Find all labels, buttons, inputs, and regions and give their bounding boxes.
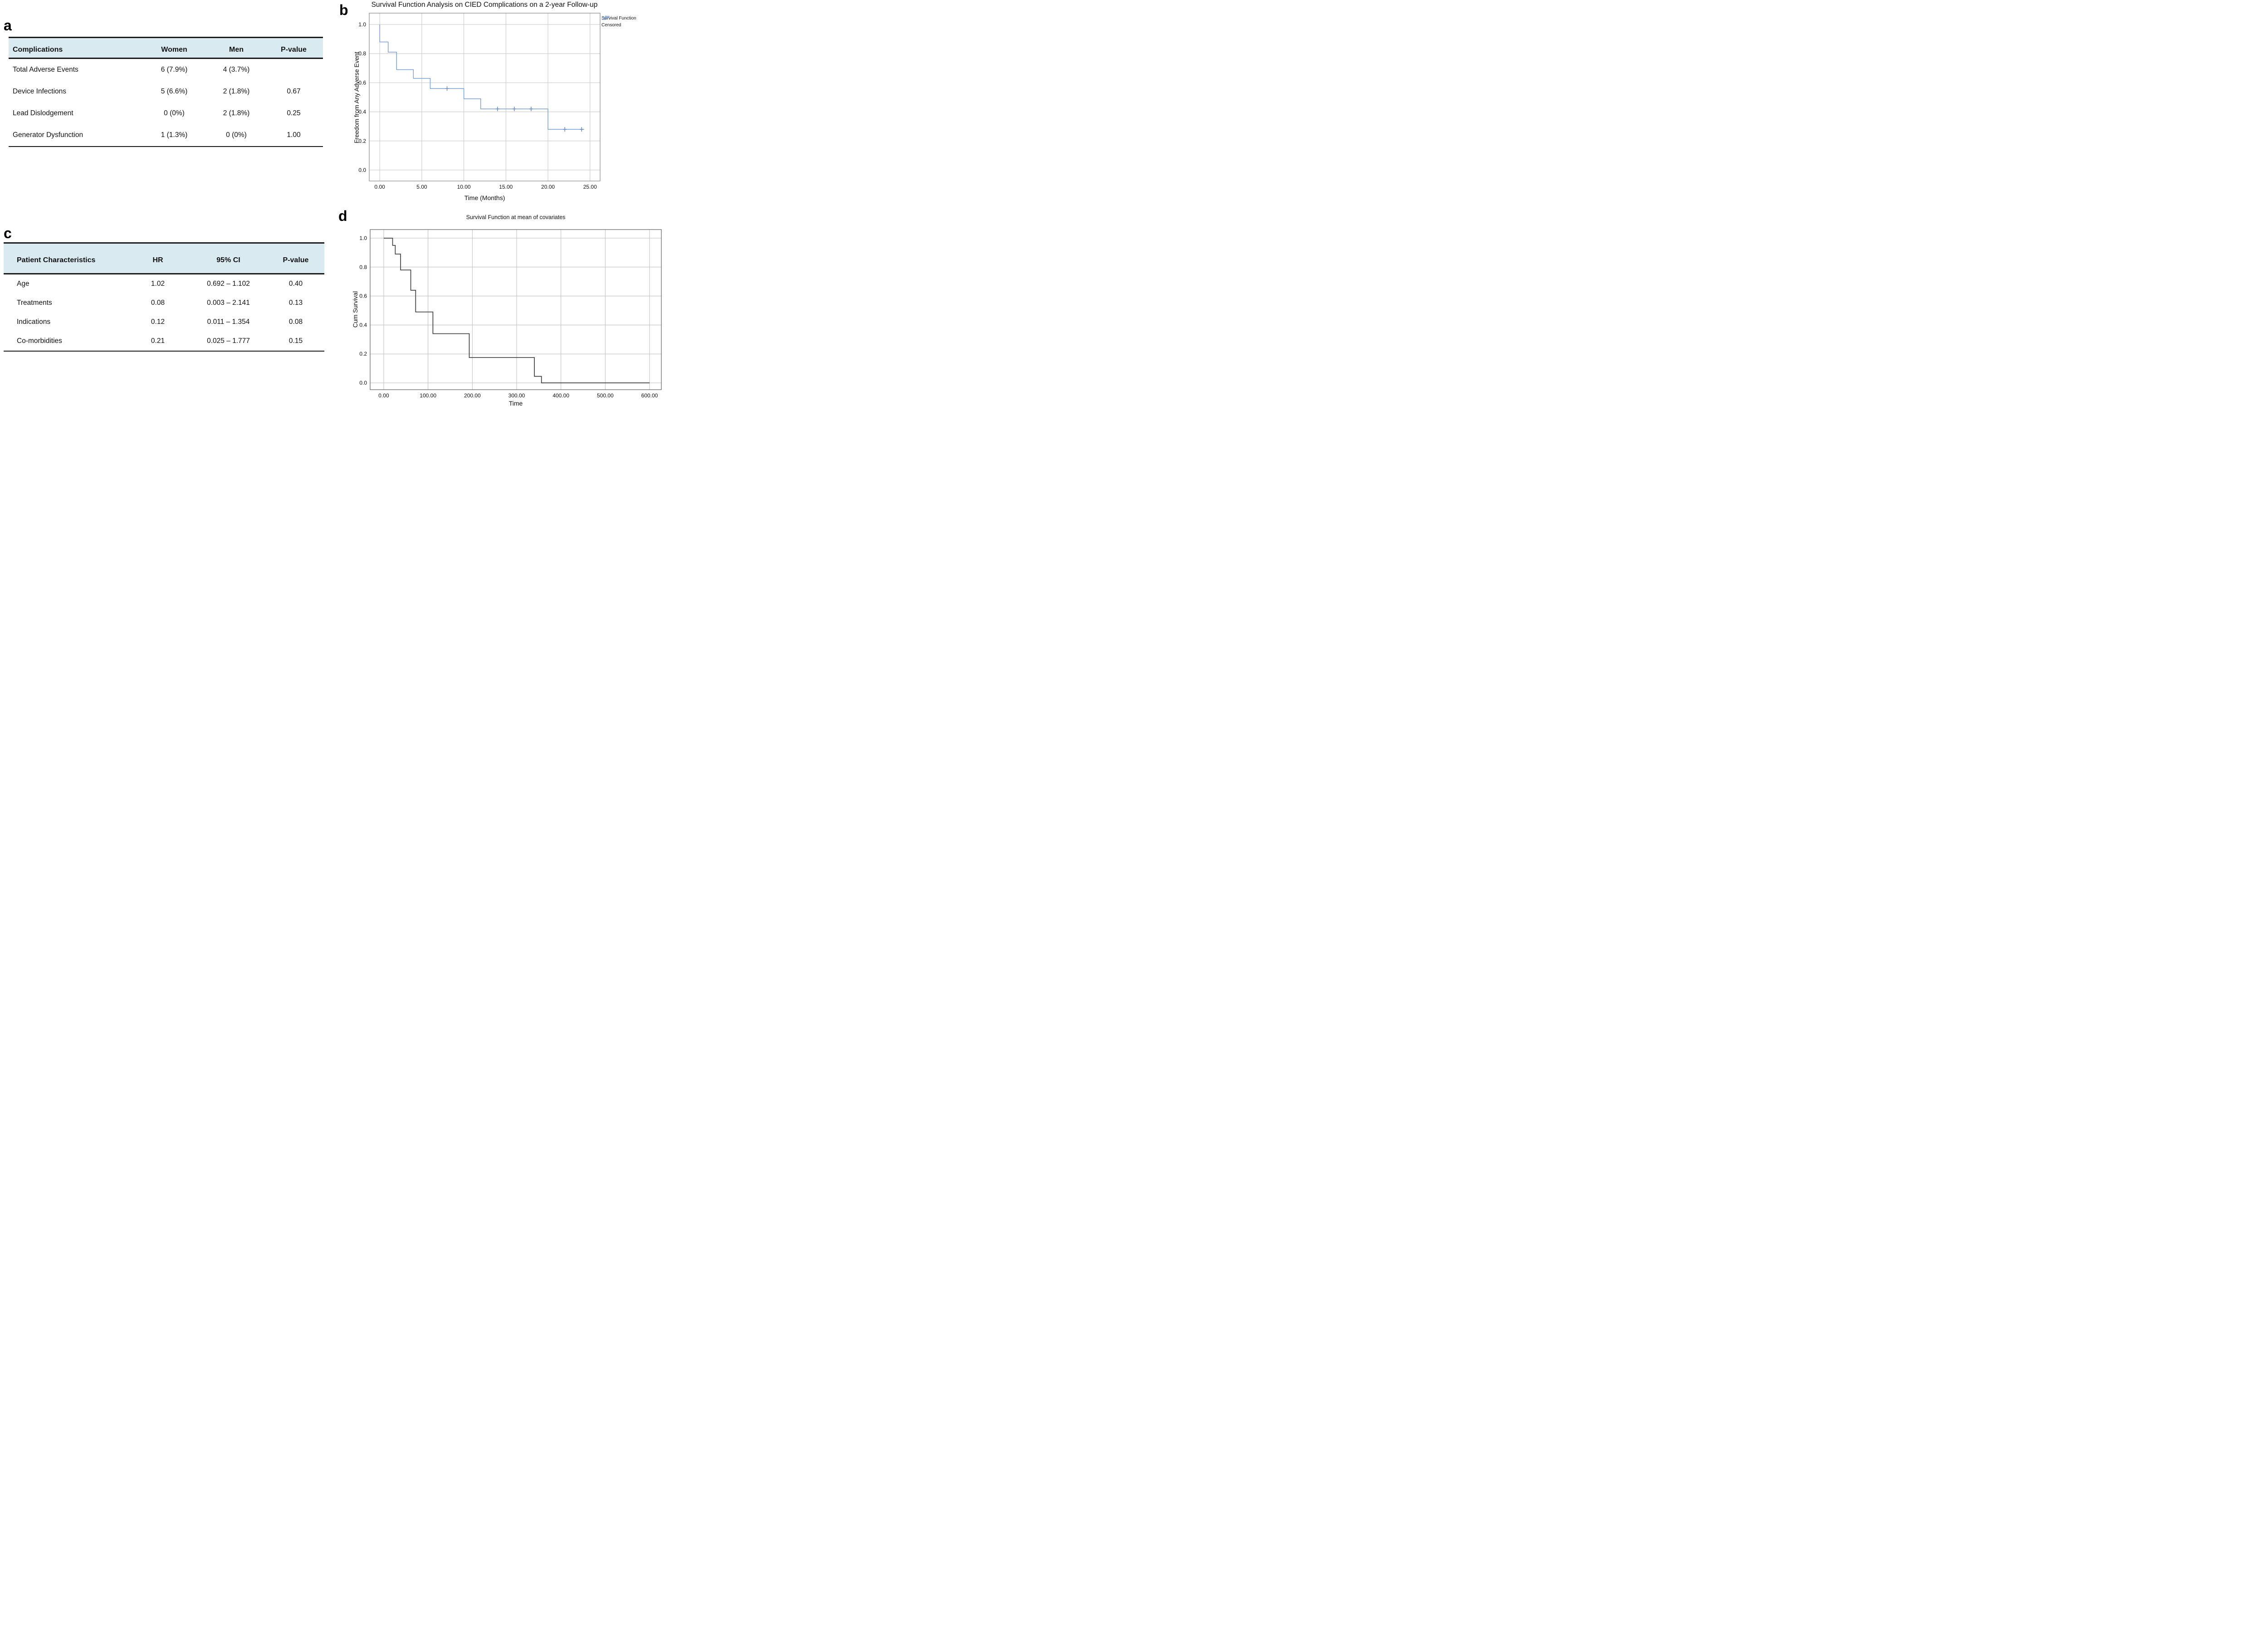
- km-survival-plot: 0.00 5.00 10.00 15.00 20.00 25.00 1.0 0.8 0.6 0.4…: [358, 13, 601, 190]
- figure-canvas: a Complications Women Men P-value Total Adve…: [0, 0, 670, 409]
- x-tick-label: 600.00: [641, 392, 658, 399]
- table-cell: 0.67: [287, 88, 301, 95]
- table-cell: 1.02: [151, 280, 165, 288]
- x-tick-label: 300.00: [508, 392, 525, 399]
- cox-survival-chart: Survival Function at mean of covariates …: [349, 209, 670, 409]
- table-cell: Generator Dysfunction: [13, 131, 83, 139]
- table-cell: 0.08: [151, 299, 165, 307]
- table-cell: 4 (3.7%): [223, 66, 250, 73]
- table-cell: 5 (6.6%): [161, 88, 188, 95]
- legend-label: Survival Function: [601, 15, 636, 21]
- legend-item-censored: Censored: [601, 15, 636, 28]
- table-cell: 1.00: [287, 131, 301, 139]
- y-tick-label: 0.0: [359, 380, 367, 386]
- plot-frame: [369, 13, 601, 181]
- y-tick-label: 0.6: [359, 293, 367, 299]
- table-cell: 0.40: [288, 280, 303, 288]
- table-cell: 0 (0%): [164, 109, 185, 117]
- header-cell: 95% CI: [190, 244, 267, 274]
- y-tick-label: 0.6: [358, 79, 366, 86]
- table-cell: 0.003 – 2.141: [207, 299, 250, 307]
- x-tick-label: 400.00: [552, 392, 569, 399]
- table-cell: 0.13: [288, 299, 303, 307]
- x-tick-label: 25.00: [583, 184, 597, 190]
- table-cell: 0.25: [287, 109, 301, 117]
- x-tick-label: 20.00: [541, 184, 555, 190]
- table-cell: Treatments: [17, 299, 52, 307]
- patient-characteristics-table: Patient Characteristics HR 95% CI P-value Ag…: [4, 242, 324, 352]
- table-cell: Device Infections: [13, 88, 67, 95]
- y-tick-label: 0.8: [358, 50, 366, 57]
- table-cell: 2 (1.8%): [223, 88, 250, 95]
- chart-b-xlabel: Time (Months): [464, 194, 505, 201]
- x-tick-label: 5.00: [416, 184, 427, 190]
- legend-label: Censored: [601, 22, 621, 28]
- x-tick-label: 500.00: [597, 392, 614, 399]
- table-cell: [264, 59, 323, 81]
- header-cell: HR: [126, 244, 190, 274]
- km-survival-chart: Survival Function Analysis on CIED Compl…: [349, 0, 670, 206]
- chart-b-title: Survival Function Analysis on CIED Compl…: [371, 1, 598, 9]
- complications-table: Complications Women Men P-value Total Advers…: [9, 37, 323, 147]
- header-cell: P-value: [264, 38, 323, 59]
- table-cell: 0 (0%): [226, 131, 247, 139]
- y-tick-label: 1.0: [358, 21, 366, 28]
- plot-frame: [370, 229, 662, 390]
- table-cell: Indications: [17, 318, 51, 326]
- table-cell: 0.21: [151, 337, 165, 345]
- x-tick-label: 15.00: [499, 184, 513, 190]
- survival-step-curve: [383, 238, 650, 383]
- header-cell: P-value: [267, 244, 324, 274]
- y-tick-label: 1.0: [359, 235, 367, 241]
- header-cell: Complications: [9, 38, 140, 59]
- y-tick-label: 0.4: [358, 109, 366, 115]
- chart-b-ylabel: Freedom from Any Adverse Event: [353, 52, 360, 143]
- table-cell: 0.011 – 1.354: [207, 318, 250, 326]
- panel-b-label: b: [339, 2, 348, 18]
- survival-step-curve: [379, 24, 584, 130]
- table-cell: 0.08: [288, 318, 303, 326]
- y-tick-label: 0.8: [359, 264, 367, 270]
- table-cell: 0.12: [151, 318, 165, 326]
- table-cell: 2 (1.8%): [223, 109, 250, 117]
- x-tick-label: 10.00: [457, 184, 471, 190]
- x-tick-label: 100.00: [420, 392, 436, 399]
- table-cell: Age: [17, 280, 29, 288]
- header-cell: Men: [208, 38, 264, 59]
- chart-d-title: Survival Function at mean of covariates: [466, 214, 566, 220]
- x-tick-label: 0.00: [374, 184, 385, 190]
- table-cell: Lead Dislodgement: [13, 109, 73, 117]
- panel-d-label: d: [338, 208, 347, 224]
- y-tick-label: 0.2: [359, 351, 367, 357]
- y-tick-label: 0.0: [358, 167, 366, 173]
- table-cell: 0.692 – 1.102: [207, 280, 250, 288]
- table-cell: 0.025 – 1.777: [207, 337, 250, 345]
- y-tick-label: 0.2: [358, 138, 366, 144]
- cox-survival-plot: 0.00 100.00 200.00 300.00 400.00 500.00 600.00…: [359, 229, 662, 399]
- y-tick-label: 0.4: [359, 322, 367, 328]
- x-tick-label: 200.00: [464, 392, 481, 399]
- table-cell: 1 (1.3%): [161, 131, 188, 139]
- panel-c-label: c: [4, 225, 12, 241]
- legend: Survival Function Censored: [601, 15, 636, 28]
- chart-d-xlabel: Time: [508, 400, 523, 407]
- panel-a-label: a: [4, 17, 12, 34]
- table-cell: 6 (7.9%): [161, 66, 188, 73]
- header-cell: Women: [140, 38, 208, 59]
- table-cell: Co-morbidities: [17, 337, 62, 345]
- table-cell: Total Adverse Events: [13, 66, 78, 73]
- plus-marker-icon: [602, 15, 610, 20]
- x-tick-label: 0.00: [378, 392, 389, 399]
- table-cell: 0.15: [288, 337, 303, 345]
- chart-d-ylabel: Cum Survival: [352, 291, 359, 328]
- header-cell: Patient Characteristics: [4, 244, 126, 274]
